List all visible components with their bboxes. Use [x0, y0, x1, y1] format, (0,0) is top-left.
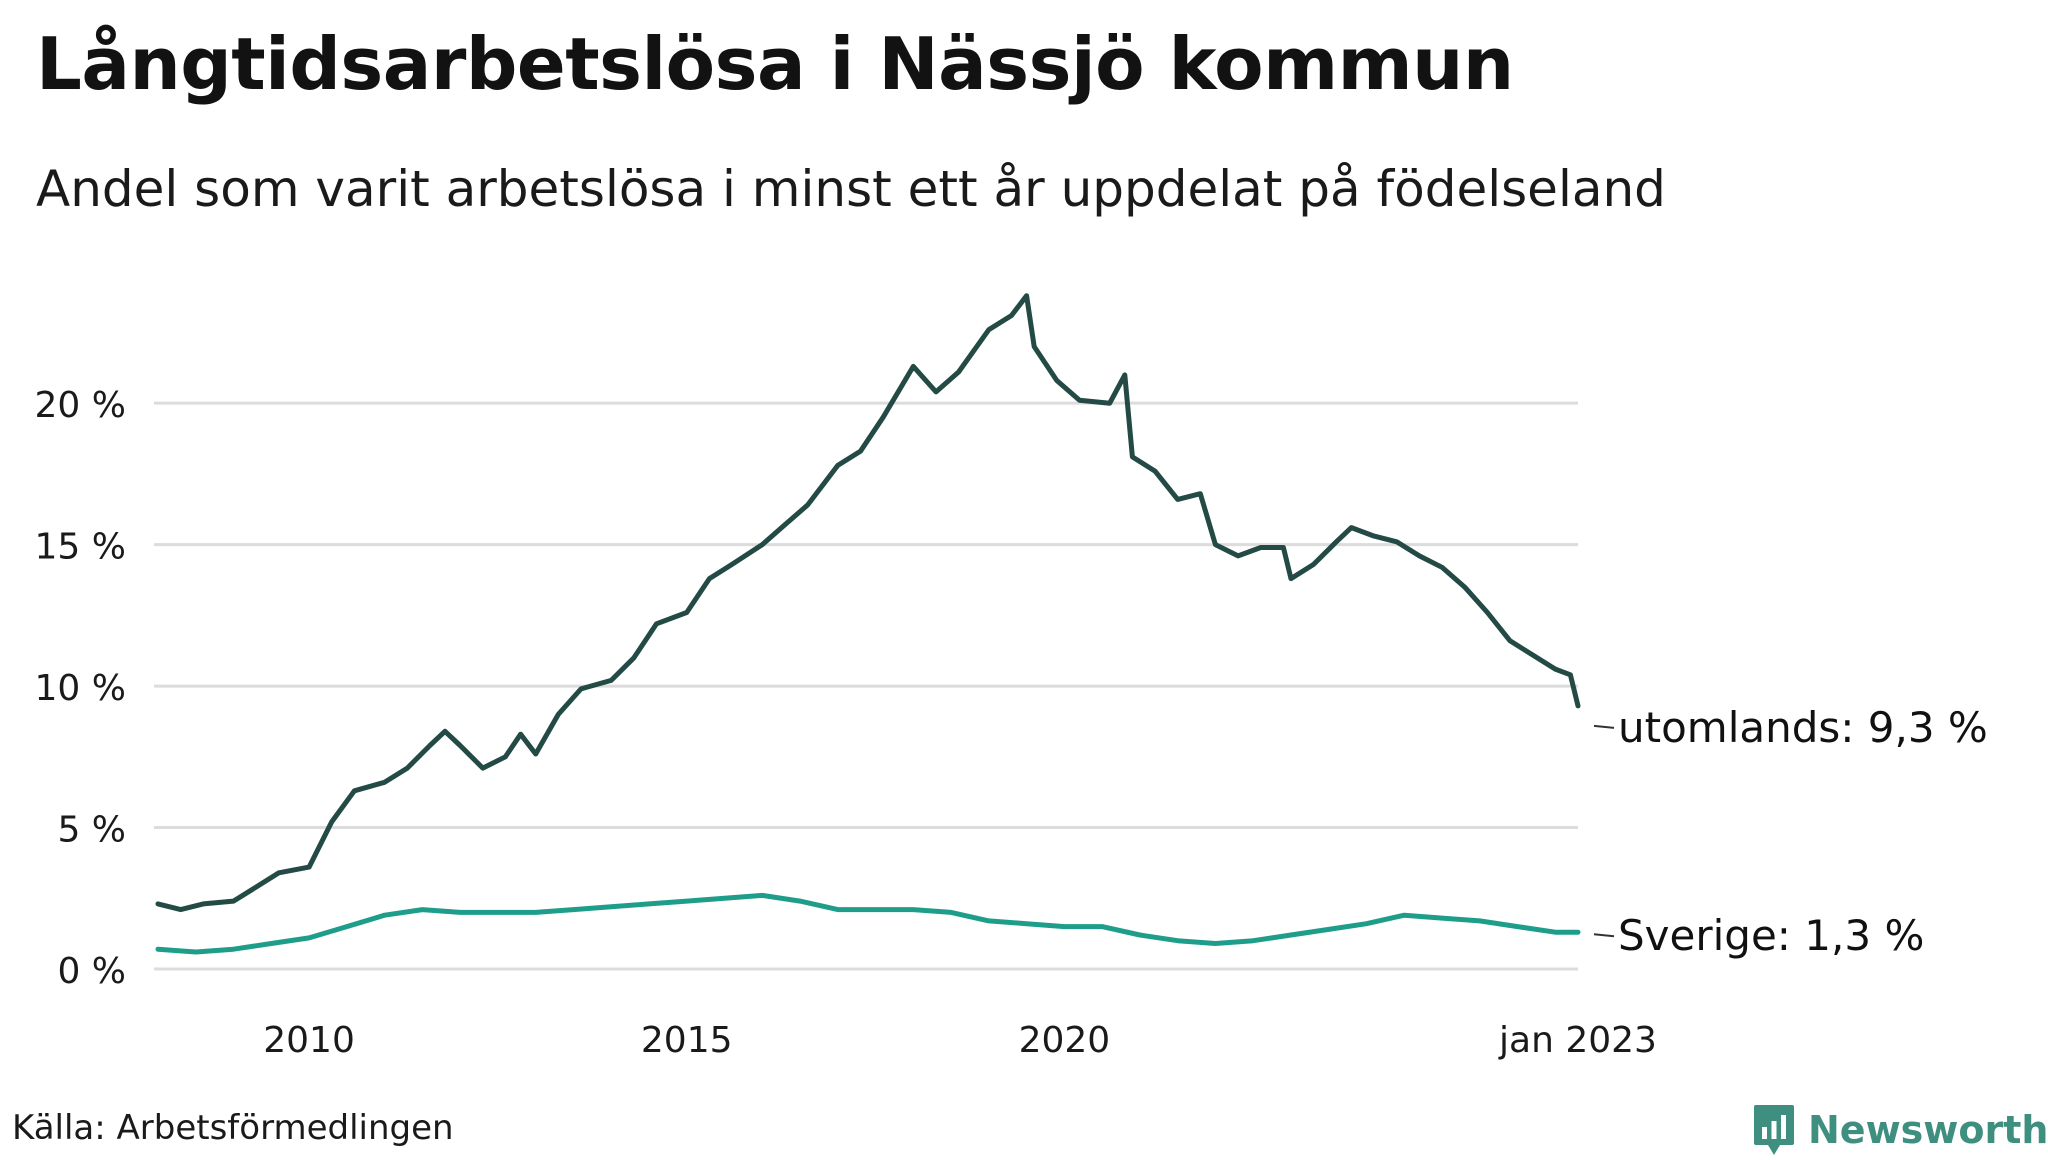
series-line-utomlands	[155, 293, 1581, 913]
y-axis: 0 % 5 % 10 % 15 % 20 %	[35, 385, 126, 992]
x-tick-label: 2020	[1019, 1020, 1111, 1061]
x-tick-label: 2015	[641, 1020, 733, 1061]
y-tick-label: 5 %	[57, 810, 126, 851]
grid-lines	[154, 401, 1578, 971]
x-tick-label: jan 2023	[1498, 1020, 1657, 1061]
series-end-labels: utomlands: 9,3 % Sverige: 1,3 %	[1593, 703, 1988, 960]
chart-subtitle: Andel som varit arbetslösa i minst ett å…	[36, 160, 1666, 218]
x-tick-label: 2010	[263, 1020, 355, 1061]
series-line-sverige	[155, 892, 1581, 955]
chart-title: Långtidsarbetslösa i Nässjö kommun	[36, 22, 1514, 106]
end-label-utomlands: utomlands: 9,3 %	[1618, 703, 1988, 752]
series-lines	[155, 293, 1581, 955]
y-tick-label: 15 %	[35, 527, 126, 568]
end-label-connector	[1593, 724, 1615, 729]
source-note: Källa: Arbetsförmedlingen	[12, 1108, 454, 1148]
y-tick-label: 10 %	[35, 668, 126, 709]
end-label-sverige: Sverige: 1,3 %	[1618, 911, 1924, 960]
newsworthy-logo-icon	[1754, 1105, 1794, 1155]
brand-name: Newsworthy	[1808, 1108, 2048, 1152]
y-tick-label: 0 %	[57, 951, 126, 992]
end-label-connector	[1593, 933, 1615, 938]
x-axis: 2010 2015 2020 jan 2023	[263, 1020, 1657, 1061]
y-tick-label: 20 %	[35, 385, 126, 426]
brand-logo[interactable]: Newsworthy	[1752, 1100, 2048, 1160]
